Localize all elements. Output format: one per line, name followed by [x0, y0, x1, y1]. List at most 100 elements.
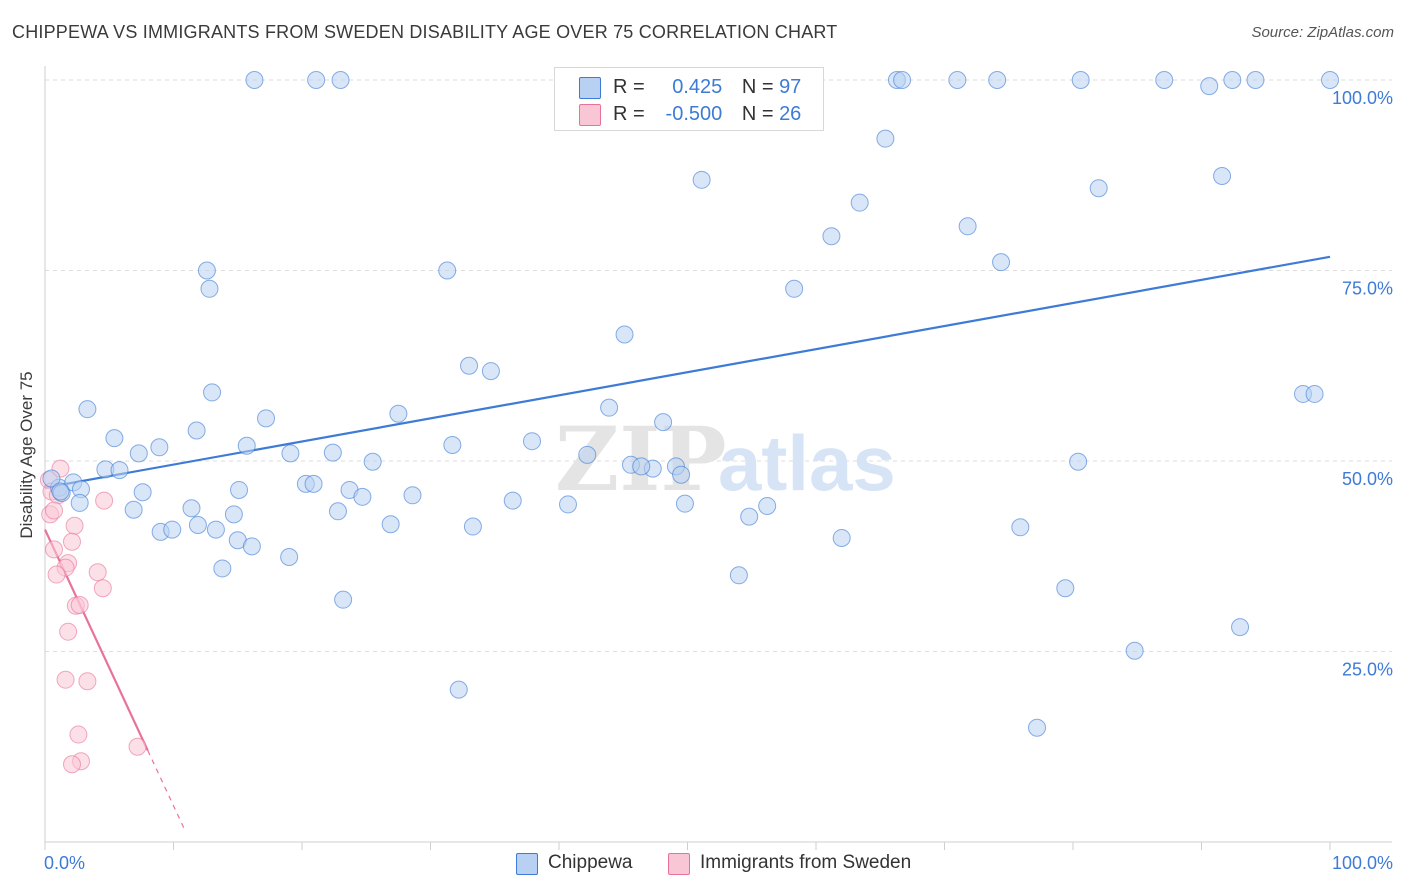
- data-point-chippewa: [654, 413, 673, 432]
- data-point-sweden: [62, 755, 81, 774]
- bottom-legend-swatch-sweden: [668, 853, 690, 875]
- data-point-chippewa: [893, 71, 912, 89]
- n-value: 97: [779, 76, 802, 98]
- data-point-sweden: [128, 737, 147, 756]
- data-point-chippewa: [237, 436, 256, 455]
- chart-title: CHIPPEWA VS IMMIGRANTS FROM SWEDEN DISAB…: [12, 22, 838, 42]
- data-point-chippewa: [438, 261, 457, 280]
- data-point-chippewa: [129, 444, 148, 463]
- data-point-sweden: [47, 565, 66, 584]
- data-point-chippewa: [110, 461, 129, 480]
- stats-legend: R = 0.425 N = 97 R = -0.500 N = 26: [554, 67, 824, 131]
- data-point-chippewa: [304, 474, 323, 493]
- data-point-chippewa: [785, 279, 804, 298]
- data-point-chippewa: [578, 445, 597, 464]
- data-point-chippewa: [1011, 518, 1030, 537]
- data-point-chippewa: [523, 432, 542, 451]
- r-value: -0.500: [665, 103, 723, 125]
- data-point-chippewa: [758, 496, 777, 515]
- data-point-chippewa: [182, 499, 201, 518]
- x-tick-label: 100.0%: [1332, 853, 1393, 873]
- data-point-chippewa: [389, 404, 408, 423]
- data-point-chippewa: [213, 559, 232, 578]
- data-point-chippewa: [188, 516, 207, 535]
- data-point-chippewa: [133, 483, 152, 502]
- data-point-chippewa: [600, 398, 619, 417]
- data-point-chippewa: [187, 421, 206, 440]
- data-point-chippewa: [558, 495, 577, 514]
- watermark: ZIP atlas: [555, 407, 896, 511]
- data-point-chippewa: [958, 217, 977, 236]
- data-point-sweden: [95, 491, 114, 510]
- data-point-chippewa: [1125, 641, 1144, 660]
- bottom-legend-label-chippewa: Chippewa: [548, 852, 633, 873]
- tick-labels: 25.0% 50.0% 75.0% 100.0% 0.0% 100.0%: [44, 88, 1393, 873]
- legend-text-sweden: R = -0.500 N = 26: [613, 103, 801, 126]
- data-point-chippewa: [832, 528, 851, 547]
- data-point-chippewa: [1305, 384, 1324, 403]
- data-point-chippewa: [503, 491, 522, 510]
- data-point-chippewa: [78, 400, 97, 419]
- data-point-chippewa: [257, 409, 276, 428]
- data-point-chippewa: [51, 482, 70, 501]
- data-point-chippewa: [449, 680, 468, 699]
- data-point-chippewa: [331, 71, 350, 89]
- data-point-chippewa: [206, 520, 225, 539]
- data-point-chippewa: [672, 465, 691, 484]
- data-point-chippewa: [675, 494, 694, 513]
- legend-text-chippewa: R = 0.425 N = 97: [613, 76, 801, 99]
- data-point-chippewa: [197, 261, 216, 280]
- data-point-chippewa: [42, 469, 61, 488]
- data-point-chippewa: [1321, 71, 1339, 89]
- bottom-legend-label-sweden: Immigrants from Sweden: [700, 852, 912, 873]
- data-point-sweden: [65, 516, 84, 535]
- data-point-sweden: [44, 501, 63, 520]
- data-point-chippewa: [70, 493, 89, 512]
- r-value: 0.425: [672, 76, 723, 98]
- data-point-chippewa: [481, 362, 500, 381]
- data-point-sweden: [78, 672, 97, 691]
- data-point-chippewa: [163, 520, 182, 539]
- data-point-sweden: [70, 596, 89, 615]
- data-point-chippewa: [1223, 71, 1242, 89]
- data-point-chippewa: [150, 438, 169, 457]
- data-point-chippewa: [729, 566, 748, 585]
- n-value: 26: [779, 103, 802, 125]
- data-point-chippewa: [245, 71, 264, 89]
- data-point-chippewa: [1213, 167, 1232, 186]
- data-point-chippewa: [1246, 71, 1265, 89]
- data-point-chippewa: [460, 356, 479, 375]
- data-point-sweden: [44, 540, 63, 559]
- axes: [44, 66, 1392, 850]
- data-point-chippewa: [1231, 618, 1250, 637]
- y-tick-label: 25.0%: [1342, 660, 1393, 680]
- data-point-chippewa: [203, 383, 222, 402]
- data-point-chippewa: [1056, 579, 1075, 598]
- legend-swatch-chippewa: [579, 77, 601, 99]
- data-point-chippewa: [200, 279, 219, 298]
- data-point-chippewa: [632, 457, 651, 476]
- data-point-chippewa: [280, 548, 299, 567]
- data-point-chippewa: [1155, 71, 1174, 89]
- legend-swatch-sweden: [579, 104, 601, 126]
- data-point-chippewa: [463, 517, 482, 536]
- data-point-chippewa: [105, 429, 124, 448]
- gridlines: [45, 79, 1392, 652]
- y-tick-label: 100.0%: [1332, 88, 1393, 108]
- r-label: R =: [613, 76, 645, 98]
- data-point-chippewa: [1200, 77, 1219, 96]
- data-point-sweden: [56, 670, 75, 689]
- watermark-atlas: atlas: [718, 419, 896, 507]
- data-point-chippewa: [381, 515, 400, 534]
- data-point-chippewa: [323, 443, 342, 462]
- x-tick-label: 0.0%: [44, 853, 85, 873]
- data-point-chippewa: [307, 71, 326, 89]
- data-point-chippewa: [692, 170, 711, 189]
- data-point-chippewa: [1089, 179, 1108, 198]
- data-point-chippewa: [1071, 71, 1090, 89]
- data-point-chippewa: [1028, 718, 1047, 737]
- data-point-sweden: [69, 725, 88, 744]
- data-point-chippewa: [334, 590, 353, 609]
- data-point-sweden: [62, 532, 81, 551]
